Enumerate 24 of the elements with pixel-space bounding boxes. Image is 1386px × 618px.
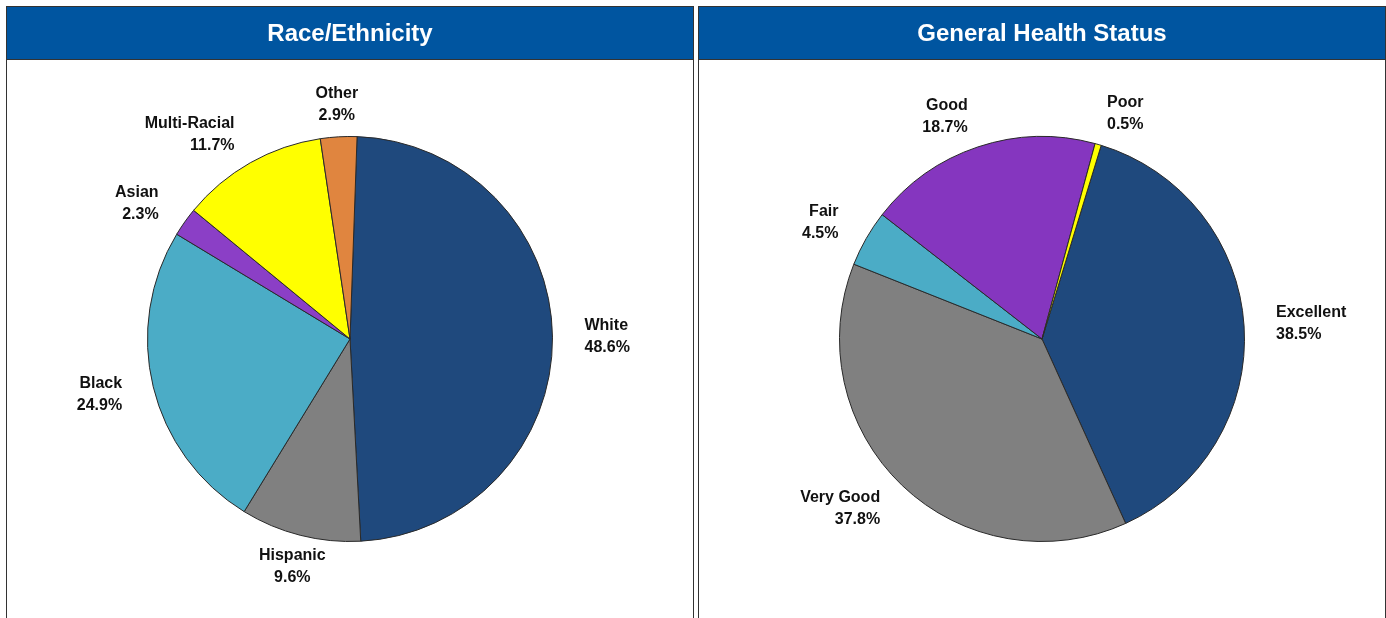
slice-label: Asian [115,182,159,200]
data-label: 4.5% [802,223,839,241]
chart-title: General Health Status [699,7,1385,60]
data-label: 2.9% [318,106,356,124]
slice-label: Multi-Racial [144,114,235,132]
data-label: 2.3% [122,204,159,222]
chart-title: Race/Ethnicity [7,7,693,60]
data-label: 9.6% [274,567,311,585]
slice-label: Poor [1107,93,1144,111]
data-label: 11.7% [190,136,235,154]
slice-label: Very Good [800,488,881,506]
slice-label: Black [79,373,123,391]
data-label: 24.9% [76,395,123,413]
slice-label: White [584,316,629,334]
data-label: 38.5% [1276,325,1322,343]
data-label: 0.5% [1107,115,1144,133]
data-label: 37.8% [834,510,881,528]
slice-label: Good [925,95,968,113]
slice-label: Excellent [1276,303,1347,321]
slice-label: Fair [809,201,839,219]
slice-label: Hispanic [258,545,326,563]
data-label: 18.7% [922,117,968,135]
slice-label: Other [315,84,359,102]
data-label: 48.6% [584,338,630,356]
